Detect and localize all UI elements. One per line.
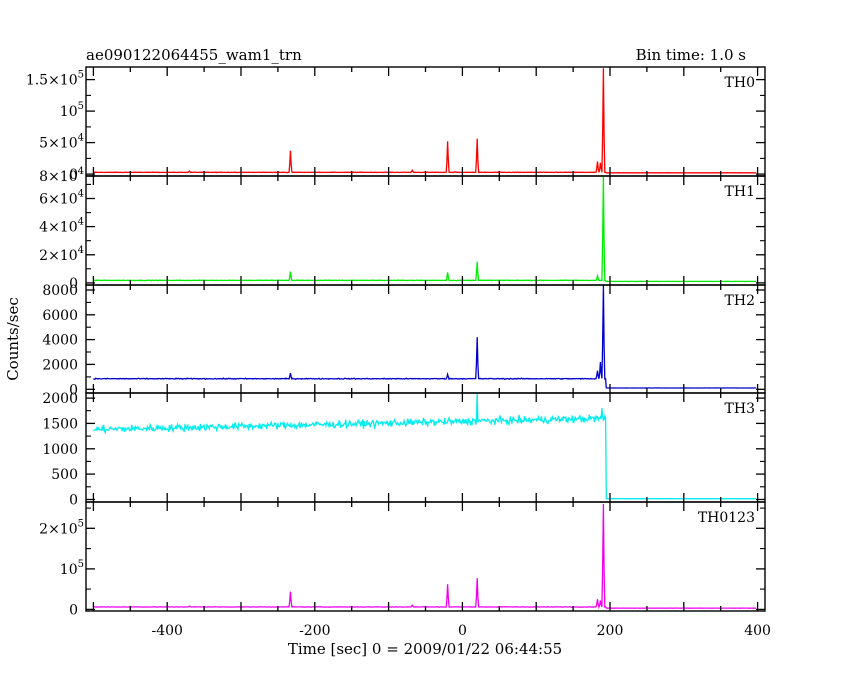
panel-frame: [85, 66, 766, 177]
panel-th2: 0 2000 4000 6000 8000 TH2: [42, 283, 766, 398]
y-tick-label: 2000: [42, 357, 78, 373]
panel-frame: [85, 175, 766, 286]
series-th0: [93, 68, 757, 174]
y-tick-label: 6000: [42, 308, 78, 324]
panel-frame: [85, 501, 766, 612]
y-tick-label: 1000: [42, 442, 78, 458]
x-tick-label: -200: [299, 623, 330, 639]
series-th0123: [93, 503, 757, 610]
y-tick-label: 0: [69, 167, 78, 183]
y-tick-label: 5×104: [39, 133, 84, 152]
panel-th1: 0 2×104 4×104 6×104 8×104 TH1: [39, 166, 766, 292]
y-tick-label: 8×104: [39, 166, 84, 185]
y-tick-label: 4×104: [39, 217, 84, 236]
y-tick-label: 1.5×105: [26, 70, 84, 89]
x-tick-label: 400: [744, 623, 771, 639]
y-tick-label: 2×104: [39, 245, 84, 264]
panel-frame: [85, 284, 766, 394]
y-tick-label: 2000: [42, 391, 78, 407]
panel-label-th1: TH1: [725, 184, 755, 200]
panels-group: 0 5×104 105 1.5×105 TH0 0 2×104 4×104 6×104 8×104…: [26, 66, 771, 639]
bin-time-label: Bin time: 1.0 s: [636, 46, 746, 64]
panel-label-th3: TH3: [725, 401, 755, 417]
x-tick-label: 200: [597, 623, 624, 639]
panel-th0123: 0 105 2×105 TH0123: [39, 501, 766, 618]
panel-label-th0: TH0: [725, 75, 755, 91]
y-tick-label: 105: [60, 101, 84, 120]
series-th2: [93, 284, 757, 389]
y-tick-label: 105: [60, 559, 84, 578]
y-tick-label: 6×104: [39, 189, 84, 208]
panel-frame: [85, 392, 766, 503]
y-tick-label: 8000: [42, 283, 78, 299]
panel-label-th2: TH2: [725, 293, 755, 309]
y-axis-label: Counts/sec: [4, 297, 22, 381]
x-tick-label: -400: [151, 623, 182, 639]
panel-th3: 0 500 1000 1500 2000 TH3: [42, 391, 766, 509]
chart-title: ae090122064455_wam1_trn: [86, 46, 302, 64]
y-tick-label: 0: [69, 276, 78, 292]
series-th3: [92, 392, 757, 500]
series-th1: [93, 175, 757, 283]
panel-label-th0123: TH0123: [698, 510, 755, 526]
x-axis-label: Time [sec] 0 = 2009/01/22 06:44:55: [288, 640, 562, 658]
x-tick-label: 0: [458, 623, 467, 639]
y-tick-label: 0: [69, 602, 78, 618]
y-tick-label: 0: [69, 382, 78, 398]
y-tick-label: 500: [51, 467, 78, 483]
y-tick-label: 4000: [42, 333, 78, 349]
y-tick-label: 2×105: [39, 518, 84, 537]
y-tick-label: 1500: [42, 416, 78, 432]
panel-th0: 0 5×104 105 1.5×105 TH0: [26, 66, 766, 183]
y-tick-label: 0: [69, 493, 78, 509]
